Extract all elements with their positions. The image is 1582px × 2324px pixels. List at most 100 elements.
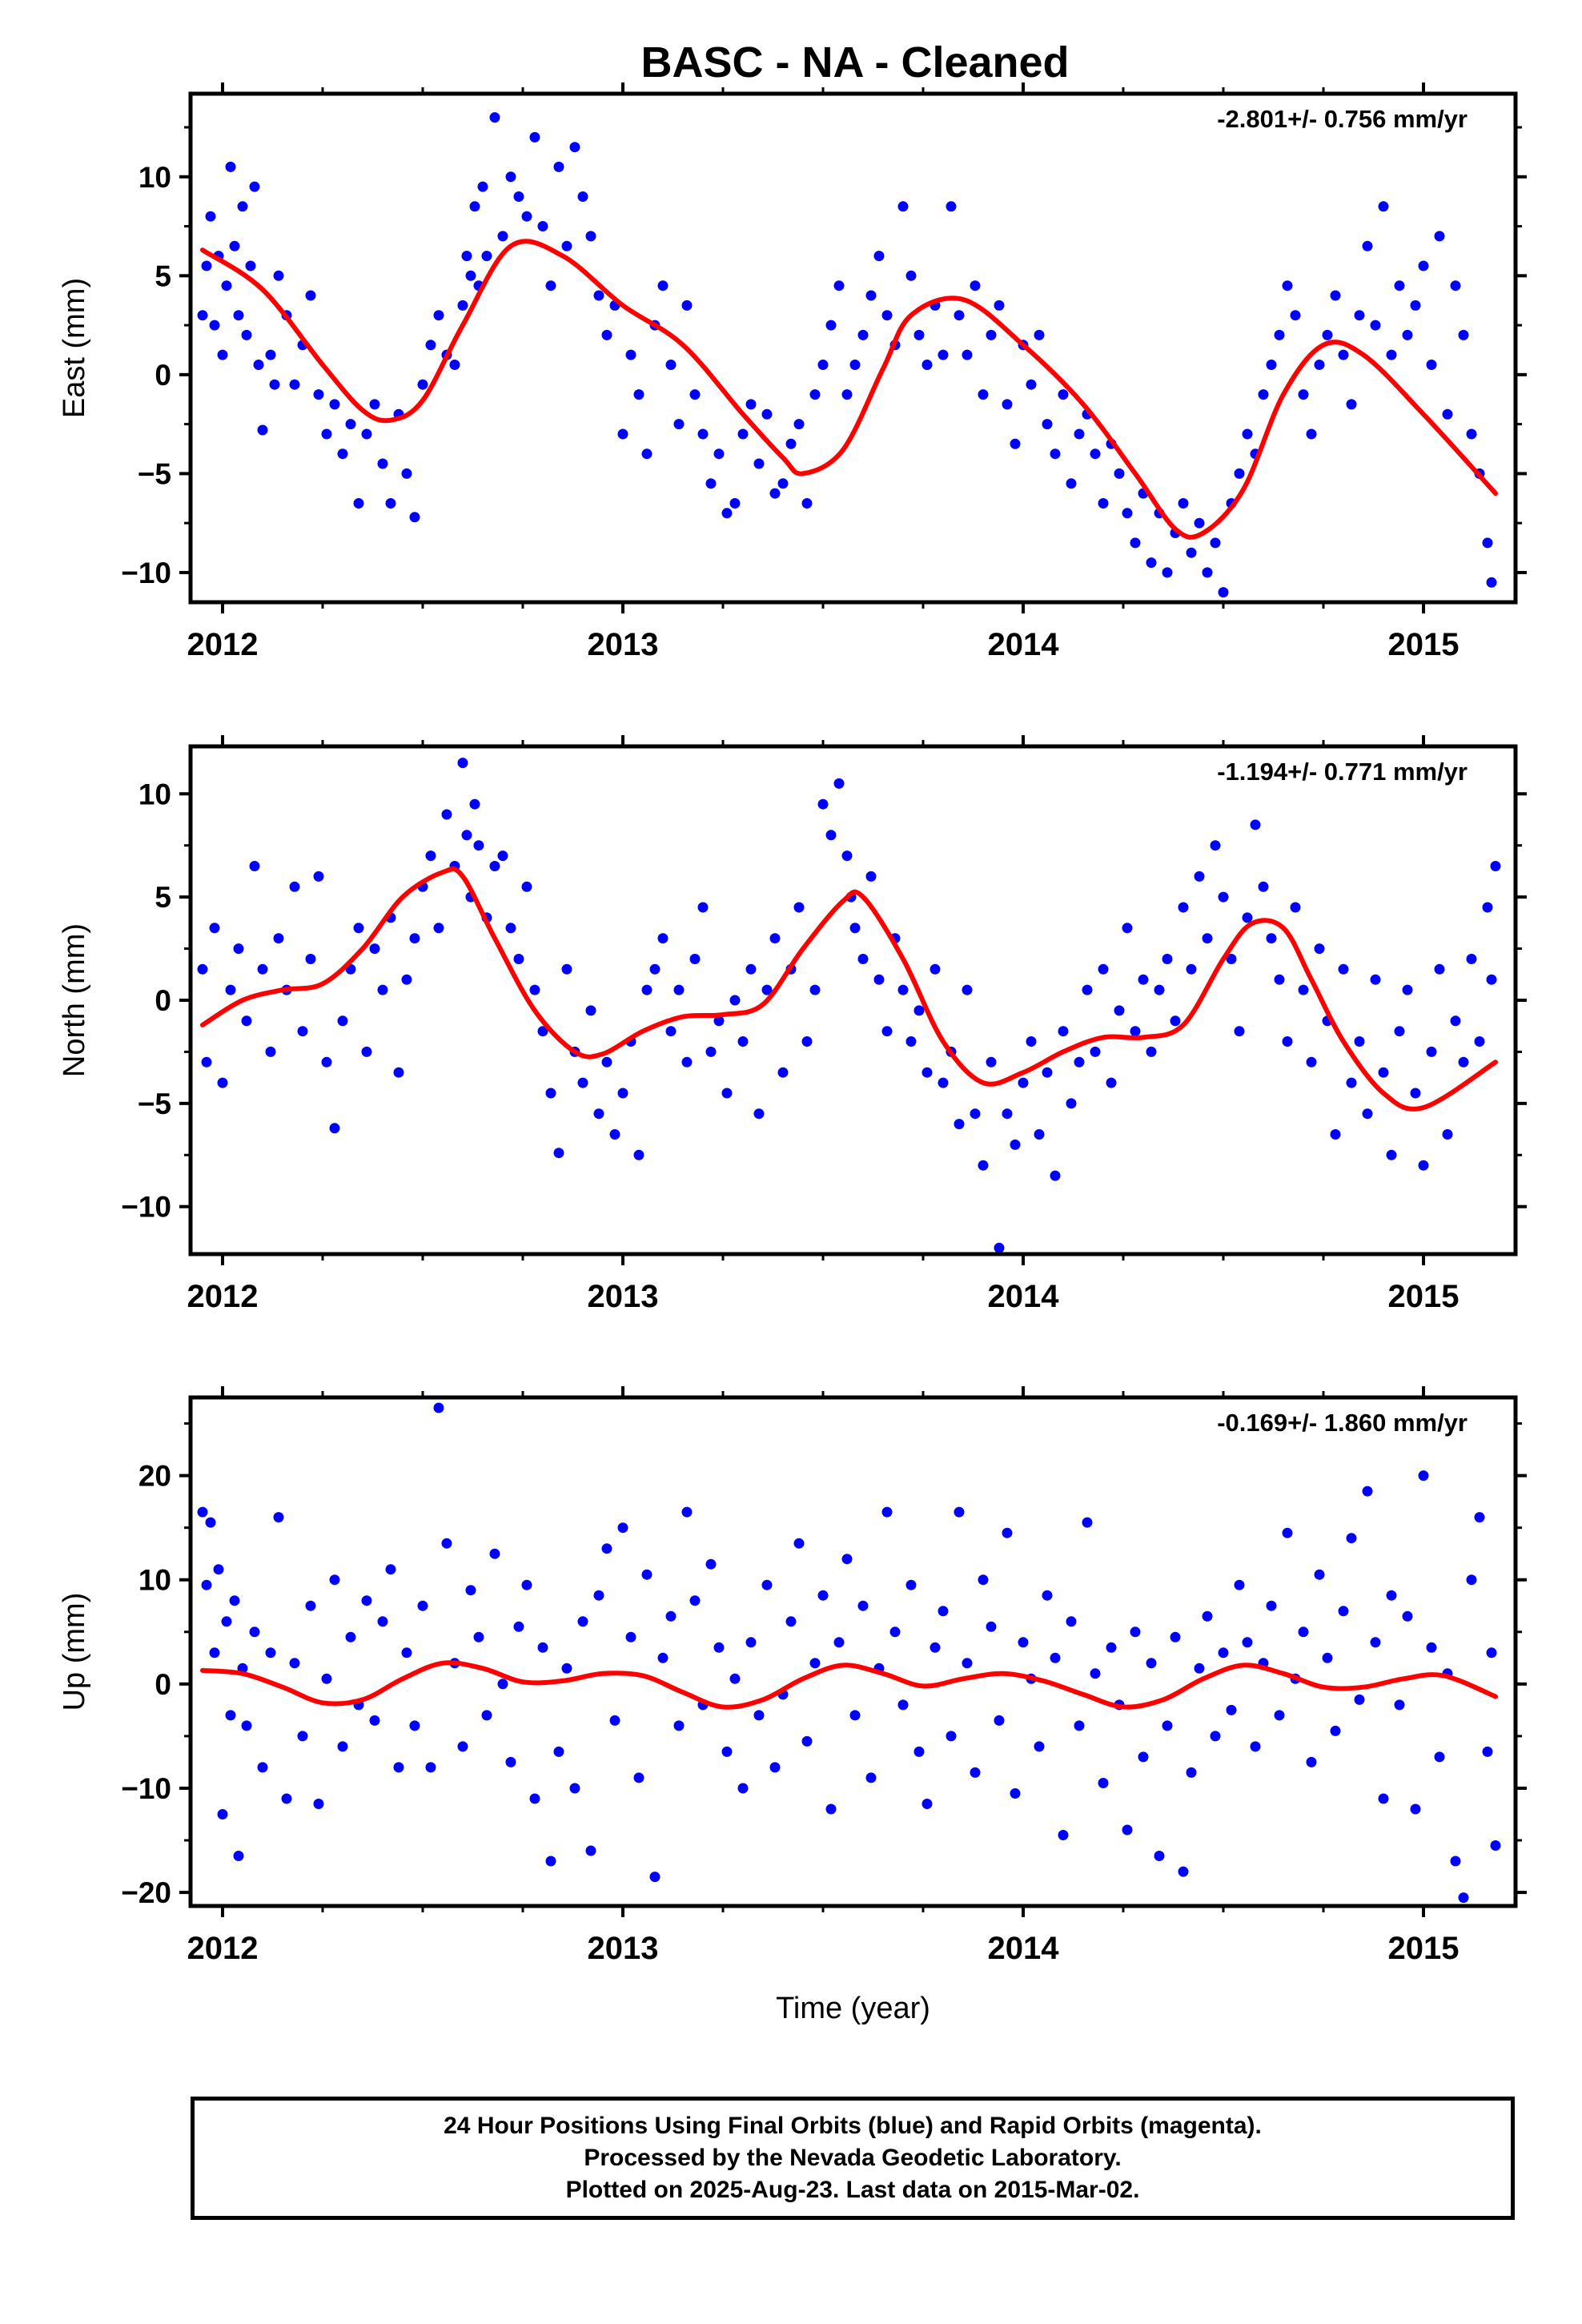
up-point	[345, 1631, 356, 1642]
north-point	[753, 1108, 765, 1120]
east-point	[477, 181, 488, 192]
east-point	[817, 360, 829, 370]
north-point	[1486, 974, 1497, 985]
north-point	[1426, 1046, 1437, 1057]
up-point	[1066, 1616, 1077, 1627]
east-point	[245, 260, 256, 271]
east-point	[865, 290, 877, 301]
east-point	[801, 498, 813, 509]
up-point	[401, 1647, 412, 1659]
north-point	[673, 984, 685, 995]
east-point	[1026, 379, 1037, 390]
north-point	[1354, 1036, 1365, 1047]
east-point	[1242, 428, 1253, 440]
east-point	[1122, 508, 1133, 519]
east-point	[457, 300, 468, 311]
east-point	[433, 310, 444, 321]
up-point	[809, 1658, 821, 1669]
north-point	[938, 1077, 949, 1088]
east-point	[1322, 329, 1333, 340]
up-point	[513, 1621, 524, 1632]
north-point	[1106, 1077, 1117, 1088]
up-point	[1058, 1830, 1069, 1840]
north-point	[986, 1056, 997, 1068]
east-point	[449, 360, 460, 370]
east-point	[1050, 448, 1061, 460]
east-xtick-label: 2013	[588, 627, 659, 662]
north-point	[994, 1242, 1005, 1253]
east-point	[841, 389, 853, 400]
up-point	[857, 1600, 869, 1611]
north-point	[1282, 1036, 1293, 1047]
east-point	[761, 408, 773, 420]
east-point	[305, 290, 316, 301]
east-point	[793, 419, 805, 430]
east-point	[465, 270, 476, 281]
footer-box: 24 Hour Positions Using Final Orbits (bl…	[191, 2097, 1515, 2220]
up-point	[1474, 1512, 1485, 1523]
up-point	[529, 1793, 540, 1804]
east-point	[1466, 428, 1477, 440]
up-point	[1330, 1725, 1341, 1736]
north-point	[369, 943, 380, 955]
up-point	[625, 1631, 636, 1642]
north-point	[457, 758, 468, 769]
east-point	[1202, 567, 1213, 578]
east-xtick-label: 2014	[988, 627, 1060, 662]
up-point	[289, 1658, 300, 1669]
north-point	[713, 1015, 725, 1027]
up-point	[1306, 1756, 1317, 1767]
up-point	[994, 1715, 1005, 1726]
up-point	[665, 1610, 677, 1622]
north-point	[1218, 891, 1229, 903]
east-point	[1010, 438, 1021, 449]
up-point	[577, 1616, 588, 1627]
up-point	[1482, 1746, 1493, 1757]
north-point	[497, 850, 508, 862]
north-point	[1442, 1129, 1453, 1140]
east-point	[489, 112, 500, 123]
up-point	[1146, 1658, 1157, 1669]
north-point	[633, 1149, 644, 1160]
east-point	[697, 428, 709, 440]
up-xtick-label: 2014	[988, 1931, 1060, 1966]
north-panel: −10 −5 0 5 10 2012 2013 2014 2015 -1.194+/- 0.771…	[58, 735, 1527, 1314]
north-point	[1410, 1088, 1421, 1099]
east-point	[713, 448, 725, 460]
east-point	[1298, 389, 1309, 400]
east-point	[537, 221, 548, 231]
east-point	[237, 201, 248, 212]
north-point	[617, 1088, 628, 1099]
east-point	[881, 310, 893, 321]
up-point	[657, 1652, 669, 1663]
up-point	[1130, 1626, 1141, 1638]
up-point	[938, 1606, 949, 1617]
east-rate-label: -2.801+/- 0.756 mm/yr	[1217, 105, 1468, 133]
north-point	[1170, 1015, 1181, 1027]
east-point	[1282, 280, 1293, 292]
up-point	[1486, 1647, 1497, 1659]
up-point	[954, 1506, 965, 1518]
east-point	[425, 340, 436, 351]
east-point	[505, 171, 516, 183]
north-point	[1154, 984, 1165, 995]
north-ytick-label: −10	[121, 1191, 171, 1224]
up-point	[281, 1793, 292, 1804]
up-point	[1354, 1694, 1365, 1705]
north-point	[1018, 1077, 1029, 1088]
east-point	[1410, 300, 1421, 311]
north-point	[1074, 1056, 1085, 1068]
up-ytick-label: −10	[121, 1772, 171, 1805]
up-point	[213, 1564, 224, 1575]
north-point	[1306, 1056, 1317, 1068]
up-point	[745, 1637, 757, 1648]
up-point	[889, 1626, 901, 1638]
east-point	[1386, 349, 1397, 360]
east-point	[617, 428, 628, 440]
up-point	[561, 1663, 572, 1674]
north-point	[921, 1067, 933, 1078]
east-point	[970, 280, 981, 292]
east-ytick-label: 0	[155, 359, 171, 392]
north-point	[337, 1015, 348, 1027]
east-fit-curve	[200, 239, 1498, 540]
